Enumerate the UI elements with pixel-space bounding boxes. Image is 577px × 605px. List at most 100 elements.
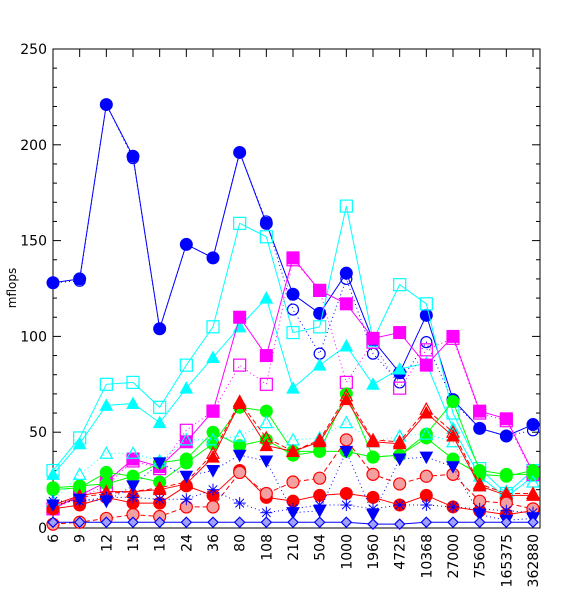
data-point (99, 465, 113, 479)
data-point (445, 424, 461, 438)
data-point (526, 467, 540, 481)
data-point (126, 149, 140, 163)
data-point (179, 423, 193, 437)
data-point (339, 433, 353, 447)
data-point (233, 310, 247, 324)
series-line (52, 297, 534, 498)
data-point (259, 455, 274, 468)
data-point (46, 481, 60, 495)
data-point (153, 493, 166, 506)
data-point (286, 475, 300, 489)
data-point (46, 467, 60, 480)
data-point (233, 146, 246, 159)
data-point (206, 350, 220, 363)
data-point (420, 516, 433, 529)
data-point (179, 470, 194, 484)
data-point (259, 349, 273, 363)
data-point (526, 424, 540, 437)
data-point (393, 518, 406, 531)
data-point (446, 428, 460, 442)
x-tick-label: 10368 (419, 534, 435, 579)
data-point (339, 199, 353, 213)
data-point (392, 434, 407, 448)
data-point (419, 297, 433, 311)
data-point (393, 381, 407, 395)
data-point (419, 451, 434, 465)
data-point (500, 429, 513, 443)
data-point (420, 499, 433, 512)
x-tick-label: 12 (99, 534, 115, 552)
data-point (153, 400, 167, 414)
x-tick-label: 15 (126, 534, 142, 552)
series-14 (47, 483, 539, 519)
x-tick-label: 36 (206, 534, 222, 552)
data-point (286, 287, 300, 301)
data-point (179, 358, 193, 372)
data-point (393, 326, 407, 340)
data-point (473, 516, 486, 529)
x-tick-label: 9 (73, 534, 89, 543)
data-point (366, 490, 380, 504)
data-point (100, 516, 113, 529)
data-point (367, 518, 379, 531)
data-point (206, 404, 220, 418)
y-axis: 0 50 100 150 200 250 (20, 42, 540, 537)
data-point (312, 434, 327, 448)
data-point (180, 493, 193, 506)
data-point (73, 495, 86, 508)
data-point (100, 98, 113, 111)
data-point (500, 504, 513, 517)
data-point (233, 358, 247, 372)
data-point (206, 425, 220, 439)
series-line (52, 258, 534, 510)
data-point (152, 457, 167, 470)
data-point (526, 488, 540, 501)
y-tick-label: 0 (38, 521, 47, 537)
data-point (152, 415, 167, 429)
data-point (473, 464, 487, 478)
data-point (259, 404, 273, 418)
data-point (527, 516, 539, 529)
x-tick-label: 1000 (339, 534, 355, 570)
data-point (260, 215, 273, 228)
data-point (339, 297, 353, 311)
data-point (313, 347, 326, 360)
data-point (205, 446, 221, 459)
data-point (339, 388, 354, 402)
x-tick-label: 27000 (446, 534, 462, 579)
data-point (205, 432, 221, 446)
data-point (127, 516, 139, 529)
data-point (313, 283, 327, 297)
data-point (259, 438, 274, 452)
data-point (47, 495, 59, 508)
data-point (446, 395, 460, 409)
x-tick-label: 24 (179, 534, 195, 552)
series-line (52, 206, 534, 495)
data-point (259, 216, 273, 230)
data-point (232, 428, 247, 442)
data-point (46, 276, 60, 289)
data-point (339, 392, 354, 406)
data-point (392, 453, 407, 467)
data-point (286, 325, 300, 340)
x-tick-label: 80 (233, 534, 249, 552)
data-point (99, 377, 113, 391)
y-tick-label: 100 (20, 329, 47, 345)
data-point (232, 449, 247, 463)
data-point (232, 394, 247, 408)
data-point (287, 516, 299, 529)
data-point (312, 432, 327, 446)
data-point (233, 516, 246, 529)
data-point (419, 343, 433, 357)
data-point (339, 487, 353, 501)
y-tick-label: 150 (20, 234, 47, 250)
data-point (259, 486, 273, 501)
data-point (499, 467, 513, 481)
data-point (339, 338, 354, 352)
data-point (339, 415, 354, 429)
data-point (367, 502, 379, 515)
data-point (525, 486, 541, 500)
x-tick-label: 108 (259, 534, 275, 561)
data-point (392, 361, 407, 375)
data-point (285, 432, 301, 446)
